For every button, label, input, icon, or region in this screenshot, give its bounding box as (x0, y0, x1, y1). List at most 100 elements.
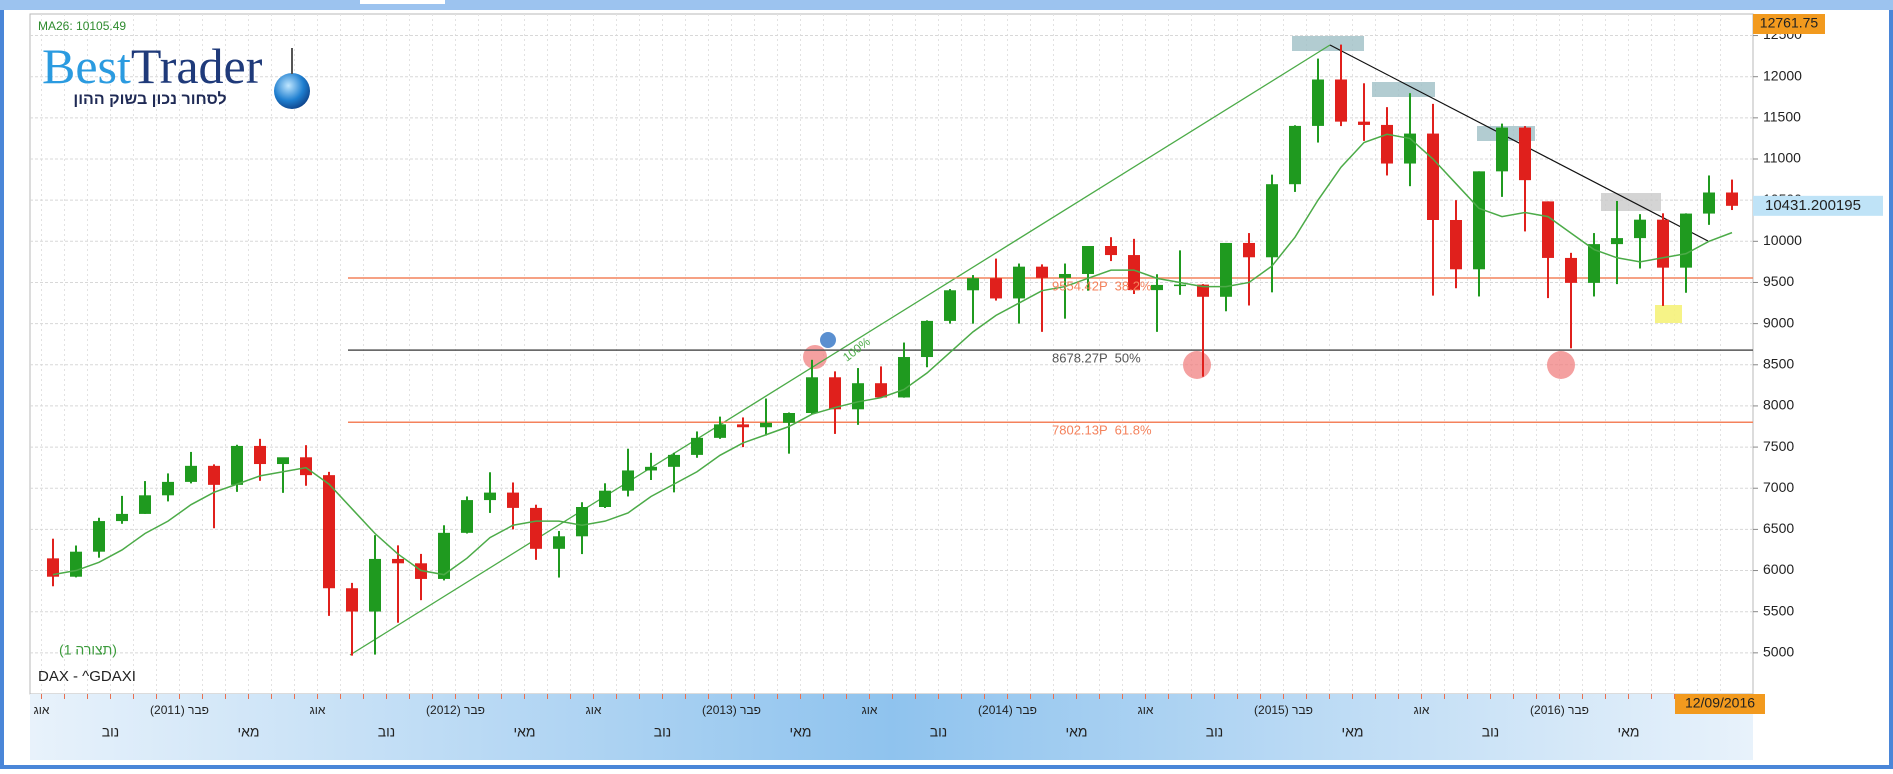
candle-body (1450, 219, 1462, 270)
x-tick-label: נוב (378, 724, 395, 740)
x-tick-label: פבר (2016) (1530, 703, 1589, 717)
y-tick-label: 9000 (1763, 314, 1794, 330)
logo-tagline: לסחור נכון בשוק ההון (73, 90, 226, 108)
x-tick-label: פבר (2011) (150, 703, 209, 717)
marker-dot (820, 332, 836, 348)
candle-body (208, 465, 220, 485)
candle-body (576, 506, 588, 537)
highlight-box (1655, 305, 1682, 323)
x-tick-label: מאי (789, 724, 811, 740)
candle-body (438, 532, 450, 579)
x-tick-label: פבר (2012) (426, 703, 485, 717)
candle-body (944, 290, 956, 321)
x-tick-label: נוב (1206, 724, 1223, 740)
candle-body (921, 320, 933, 358)
last-value-label: 10431.200195 (1765, 197, 1861, 214)
candle-body (967, 278, 979, 291)
candle-body (1082, 246, 1094, 274)
x-tick-label: מאי (237, 724, 259, 740)
candle-body (1335, 79, 1347, 122)
candle-body (185, 465, 197, 482)
candle-body (645, 466, 657, 471)
candle-body (1542, 201, 1554, 258)
y-tick-label: 11500 (1763, 109, 1801, 125)
candle-body (93, 521, 105, 552)
candle-body (116, 513, 128, 522)
x-tick-label: מאי (1065, 724, 1087, 740)
candle-body (668, 454, 680, 467)
candle-body (1588, 244, 1600, 283)
candle-body (1726, 192, 1738, 206)
level-label: 9554.42P 38.2% (1052, 278, 1152, 293)
candle-body (254, 445, 266, 465)
x-tick-label: מאי (1341, 724, 1363, 740)
candle-body (829, 377, 841, 410)
candle-body (47, 558, 59, 577)
candles (47, 44, 1753, 656)
y-tick-label: 12000 (1763, 67, 1802, 83)
ma-label: MA26: 10105.49 (38, 19, 126, 33)
x-tick-label: נוב (102, 724, 119, 740)
candle-body (1634, 219, 1646, 239)
logo-globe (274, 73, 310, 109)
marker-circle (803, 345, 827, 369)
subtitle: (תצורה 1) (59, 642, 117, 658)
candle-body (1496, 127, 1508, 172)
candle-body (875, 383, 887, 398)
candle-body (1197, 284, 1209, 297)
last-value-box (1753, 195, 1883, 216)
x-axis-band (30, 694, 1753, 760)
candle-body (852, 383, 864, 410)
candle-body (691, 437, 703, 455)
candle-body (760, 422, 772, 428)
candle-body (346, 588, 358, 612)
y-tick-label: 10000 (1763, 232, 1802, 248)
candle-body (231, 445, 243, 485)
candle-body (1266, 184, 1278, 258)
grid (30, 14, 1753, 694)
candle-body (1565, 257, 1577, 283)
candle-body (1312, 79, 1324, 126)
y-tick-label: 7000 (1763, 479, 1794, 495)
candle-body (714, 424, 726, 438)
logo: BestTrader (42, 38, 263, 94)
ma-line (52, 133, 1733, 576)
x-tick-label: אוג (1414, 703, 1430, 717)
candle-body (484, 492, 496, 501)
x-tick-label: פבר (2013) (702, 703, 761, 717)
x-tick-label: אוג (862, 703, 878, 717)
y-tick-label: 5500 (1763, 602, 1794, 618)
y-tick-label: 6000 (1763, 561, 1794, 577)
chart-title: DAX - ^GDAXI (38, 668, 136, 685)
candle-body (737, 424, 749, 428)
candle-body (1381, 124, 1393, 164)
y-tick-label: 7500 (1763, 438, 1794, 454)
candle-body (369, 558, 381, 612)
x-tick-label: פבר (2015) (1254, 703, 1313, 717)
candle-body (1174, 284, 1186, 287)
y-tick-label: 9500 (1763, 273, 1794, 289)
candle-body (1151, 284, 1163, 291)
candle-body (599, 490, 611, 507)
x-tick-label: נוב (1482, 724, 1499, 740)
highlight-box (1601, 193, 1661, 211)
x-tick-label: אוג (310, 703, 326, 717)
y-tick-label: 5000 (1763, 644, 1794, 660)
candle-body (139, 495, 151, 514)
candle-body (1243, 242, 1255, 258)
y-tick-label: 11000 (1763, 150, 1801, 166)
y-tick-label: 8000 (1763, 397, 1794, 413)
logo-part: Trader (131, 38, 263, 94)
x-tick-label: מאי (1617, 724, 1639, 740)
candle-body (392, 558, 404, 564)
x-tick-label: אוג (586, 703, 602, 717)
candle-body (530, 507, 542, 549)
logo-part: Best (42, 38, 131, 94)
candle-body (1036, 266, 1048, 278)
last-date-label: 12/09/2016 (1685, 695, 1755, 711)
window-tab (360, 0, 445, 4)
level-label: 7802.13P 61.8% (1052, 423, 1152, 438)
candle-body (1128, 255, 1140, 291)
